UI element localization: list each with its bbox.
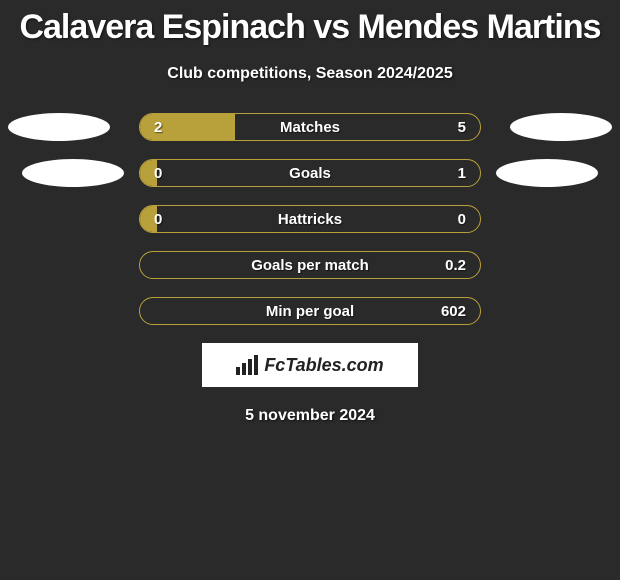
stat-value-right: 5 [458,114,466,141]
logo-text: FcTables.com [264,355,383,376]
bars-icon [236,355,260,375]
stat-label: Goals [140,160,480,187]
stat-value-left: 0 [154,160,162,187]
stat-value-left: 2 [154,114,162,141]
player-image-placeholder-left [8,113,110,141]
player-image-placeholder-left [22,159,124,187]
stat-row: Min per goal602 [0,297,620,325]
comparison-chart: Matches25Goals01Hattricks00Goals per mat… [0,113,620,325]
stat-value-right: 1 [458,160,466,187]
date-line: 5 november 2024 [0,407,620,425]
player-image-placeholder-right [510,113,612,141]
stat-label: Hattricks [140,206,480,233]
stat-bar: Matches2 5 [139,113,481,141]
logo-box: FcTables.com [202,343,418,387]
player-image-placeholder-right [496,159,598,187]
stat-row: Hattricks0 0 [0,205,620,233]
stat-row: Matches2 5 [0,113,620,141]
stat-bar: Min per goal602 [139,297,481,325]
stat-row: Goals0 1 [0,159,620,187]
stat-row: Goals per match0.2 [0,251,620,279]
stat-label: Min per goal [140,298,480,325]
stat-value-left: 0 [154,206,162,233]
page-subtitle: Club competitions, Season 2024/2025 [0,65,620,83]
stat-label: Matches [140,114,480,141]
stat-bar: Goals0 1 [139,159,481,187]
stat-value-right: 0.2 [445,252,466,279]
stat-value-right: 602 [441,298,466,325]
page-title: Calavera Espinach vs Mendes Martins [0,0,620,47]
stat-label: Goals per match [140,252,480,279]
logo: FcTables.com [236,355,383,376]
stat-bar: Goals per match0.2 [139,251,481,279]
stat-bar: Hattricks0 0 [139,205,481,233]
stat-value-right: 0 [458,206,466,233]
